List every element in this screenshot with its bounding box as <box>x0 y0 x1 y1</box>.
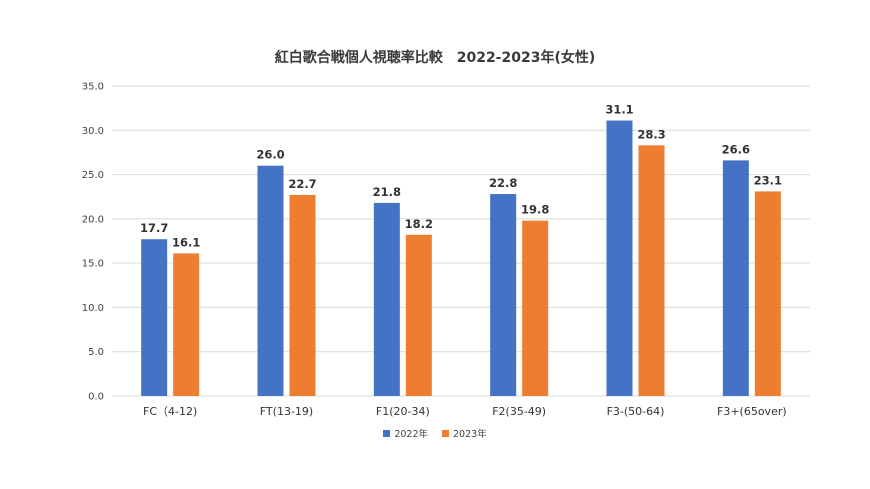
bar-2023年-5 <box>754 191 781 396</box>
bar-2023年-1 <box>289 194 316 396</box>
legend-swatch-2023 <box>442 429 449 437</box>
y-tick-label: 20.0 <box>82 214 104 225</box>
x-tick-label: FC（4-12) <box>143 405 197 418</box>
x-tick-label: F3+(65over) <box>717 405 787 418</box>
bar-2022年-4 <box>606 120 633 397</box>
data-label: 21.8 <box>373 185 401 199</box>
bar-2022年-0 <box>141 239 168 396</box>
legend-label-2022: 2022年 <box>394 429 428 440</box>
legend-item-2022: 2022年 <box>383 426 428 440</box>
bar-2023年-4 <box>638 145 665 396</box>
data-label: 22.8 <box>489 176 517 190</box>
y-tick-label: 5.0 <box>88 347 104 358</box>
bar-2022年-3 <box>490 194 517 396</box>
chart-title: 紅白歌合戦個人視聴率比較 2022-2023年(女性) <box>274 50 596 66</box>
bar-2023年-0 <box>173 253 200 396</box>
y-tick-label: 15.0 <box>82 259 104 270</box>
y-tick-label: 25.0 <box>82 170 104 181</box>
data-label: 22.7 <box>288 177 316 191</box>
bar-2022年-1 <box>257 165 284 396</box>
data-label: 18.2 <box>405 217 433 231</box>
bar-2023年-2 <box>405 234 432 396</box>
data-label: 19.8 <box>521 203 549 217</box>
legend-item-2023: 2023年 <box>442 426 487 440</box>
legend-swatch-2022 <box>383 429 391 437</box>
y-tick-label: 0.0 <box>88 392 104 403</box>
legend-label-2023: 2023年 <box>453 429 487 440</box>
x-tick-label: FT(13-19) <box>260 405 313 418</box>
bar-2023年-3 <box>522 220 549 396</box>
x-tick-label: F2(35-49) <box>492 405 546 418</box>
bar-2022年-5 <box>722 160 749 396</box>
data-label: 16.1 <box>172 235 200 249</box>
legend: 2022年 2023年 <box>0 426 870 440</box>
x-tick-label: F1(20-34) <box>376 405 430 418</box>
x-tick-label: F3-(50-64) <box>607 405 665 418</box>
bar-2022年-2 <box>373 202 400 396</box>
data-label: 17.7 <box>140 221 168 235</box>
data-label: 28.3 <box>637 127 665 141</box>
y-tick-label: 10.0 <box>82 303 104 314</box>
data-label: 26.6 <box>722 142 750 156</box>
y-tick-label: 35.0 <box>82 82 104 93</box>
y-tick-label: 30.0 <box>82 126 104 137</box>
data-label: 31.1 <box>605 103 633 117</box>
data-label: 23.1 <box>754 173 782 187</box>
data-label: 26.0 <box>256 148 284 162</box>
